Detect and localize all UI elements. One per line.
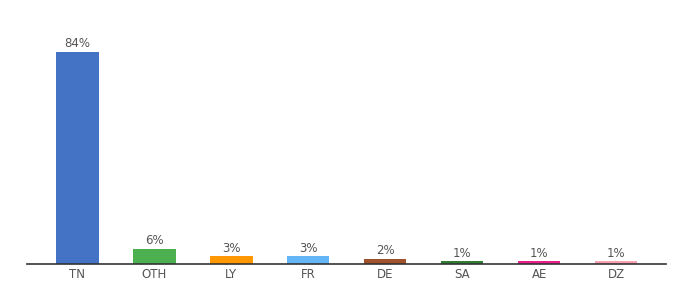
Bar xyxy=(210,256,252,264)
Text: 84%: 84% xyxy=(65,37,90,50)
Bar xyxy=(133,249,175,264)
Text: 3%: 3% xyxy=(299,242,318,255)
Bar xyxy=(56,52,99,264)
Text: 3%: 3% xyxy=(222,242,241,255)
Bar xyxy=(518,262,560,264)
Text: 6%: 6% xyxy=(145,234,164,247)
Bar xyxy=(364,259,407,264)
Text: 1%: 1% xyxy=(453,247,471,260)
Bar xyxy=(595,262,637,264)
Bar xyxy=(441,262,483,264)
Text: 2%: 2% xyxy=(376,244,394,257)
Bar xyxy=(287,256,330,264)
Text: 1%: 1% xyxy=(607,247,626,260)
Text: 1%: 1% xyxy=(530,247,549,260)
